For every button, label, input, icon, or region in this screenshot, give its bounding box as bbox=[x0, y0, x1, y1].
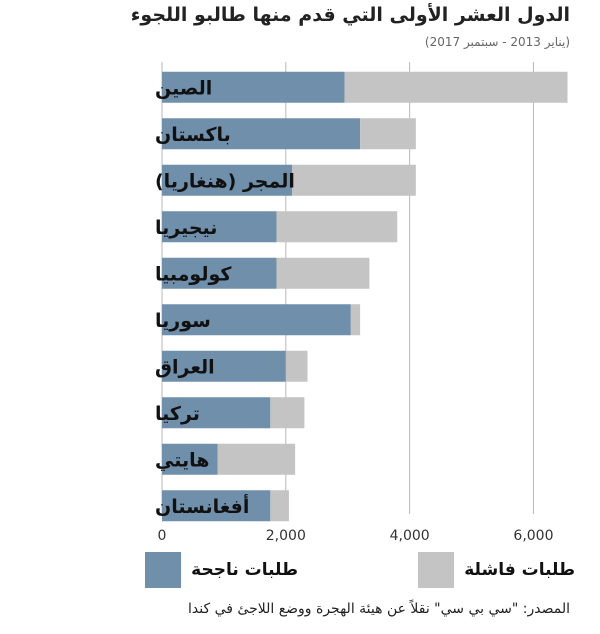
bar-failed-0 bbox=[344, 71, 568, 103]
bar-success-8 bbox=[162, 443, 218, 475]
bar-failed-4 bbox=[276, 257, 370, 289]
bar-success-4 bbox=[162, 257, 277, 289]
legend-swatch-success bbox=[145, 552, 182, 588]
bar-chart: الصين باكستان المجر (هنغاريا) نيجيريا كولومب… bbox=[155, 62, 568, 544]
bar-success-7 bbox=[162, 397, 271, 429]
category-label: الصين bbox=[155, 77, 212, 99]
bar-failed-8 bbox=[217, 443, 296, 475]
category-label: العراق bbox=[155, 356, 215, 378]
bar-failed-2 bbox=[292, 164, 416, 196]
legend-item-success: طلبات ناجحة bbox=[145, 552, 298, 588]
legend-label-success: طلبات ناجحة bbox=[191, 560, 298, 580]
legend-item-failed: طلبات فاشلة bbox=[418, 552, 575, 588]
category-label: المجر (هنغاريا) bbox=[155, 170, 295, 192]
x-tick-label: 4,000 bbox=[390, 528, 430, 544]
bar-success-6 bbox=[162, 350, 286, 382]
chart-title: الدول العشر الأولى التي قدم منها طالبو ا… bbox=[130, 4, 570, 26]
chart-subtitle: (يناير 2013 - سبتمبر 2017) bbox=[424, 35, 570, 49]
legend-label-failed: طلبات فاشلة bbox=[464, 560, 575, 580]
category-label: أفغانستان bbox=[155, 494, 249, 518]
category-label: تركيا bbox=[155, 403, 200, 425]
category-label: هايتي bbox=[155, 449, 209, 471]
bar-failed-1 bbox=[360, 118, 416, 150]
category-label: نيجيريا bbox=[155, 217, 217, 239]
bar-success-1 bbox=[162, 118, 361, 150]
bar-failed-6 bbox=[285, 350, 308, 382]
bar-success-0 bbox=[162, 71, 345, 103]
bar-failed-5 bbox=[350, 304, 361, 336]
bar-success-9 bbox=[162, 490, 271, 522]
bar-success-2 bbox=[162, 164, 293, 196]
category-label: باكستان bbox=[155, 124, 231, 146]
legend-swatch-failed bbox=[418, 552, 455, 588]
bar-success-5 bbox=[162, 304, 351, 336]
x-tick-label: 0 bbox=[158, 528, 167, 544]
bar-failed-7 bbox=[270, 397, 305, 429]
source-note: المصدر: "سي بي سي" نقلاً عن هيئة الهجرة … bbox=[188, 601, 570, 617]
bar-failed-3 bbox=[276, 211, 398, 243]
category-label: سوريا bbox=[155, 310, 211, 332]
x-tick-label: 6,000 bbox=[513, 528, 553, 544]
category-label: كولومبيا bbox=[155, 263, 232, 285]
x-tick-label: 2,000 bbox=[266, 528, 306, 544]
bar-success-3 bbox=[162, 211, 277, 243]
bar-failed-9 bbox=[270, 490, 289, 522]
